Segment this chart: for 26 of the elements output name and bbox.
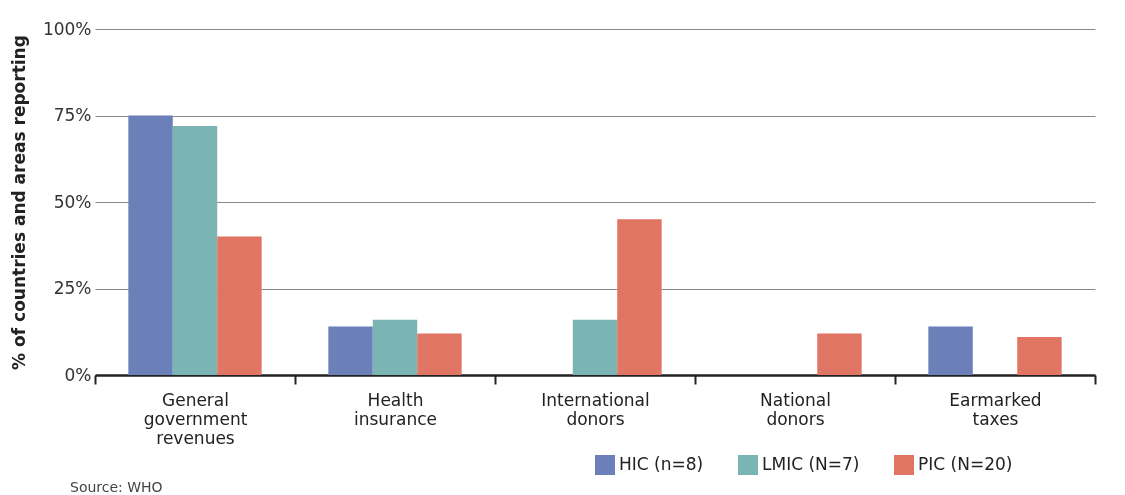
bar: [572, 319, 618, 375]
y-tick-label: 50%: [53, 191, 92, 212]
y-tick-label: 0%: [64, 364, 92, 385]
legend-label: HIC (n=8): [619, 454, 704, 474]
y-tick-label: 25%: [53, 278, 92, 298]
x-tick-label: Health insurance: [353, 389, 438, 429]
bar: [817, 333, 862, 375]
legend-label: LMIC (N=7): [762, 454, 860, 474]
y-tick-label: 75%: [53, 105, 92, 125]
source-note: Source: WHO: [70, 479, 163, 495]
y-tick-label: 100%: [42, 18, 92, 39]
x-tick-label: National donors: [760, 389, 831, 429]
bar: [217, 236, 262, 375]
legend-label: PIC (N=20): [918, 454, 1013, 474]
x-tick-label: General government revenues: [143, 389, 248, 448]
bar: [128, 115, 173, 375]
bar: [617, 219, 662, 375]
bar: [1017, 336, 1062, 375]
y-axis-title: % of countries and areas reporting: [8, 35, 29, 370]
bar: [372, 319, 418, 375]
bar: [328, 326, 373, 375]
x-tick-label: International donors: [541, 389, 650, 429]
x-tick-label: Earmarked taxes: [949, 389, 1042, 429]
bar: [928, 326, 973, 375]
bar: [417, 333, 462, 375]
bar: [172, 125, 218, 375]
